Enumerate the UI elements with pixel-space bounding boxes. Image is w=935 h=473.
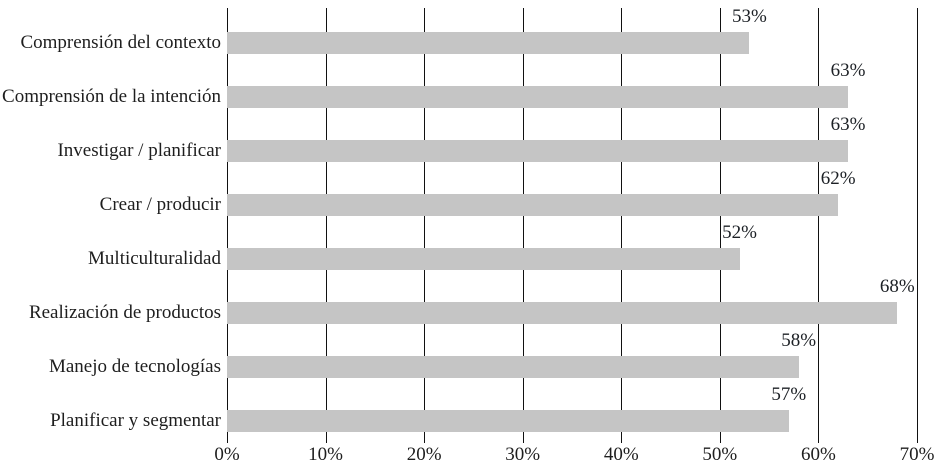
bar [227,139,848,162]
category-label: Realización de productos [28,301,221,323]
x-axis-tick-label: 10% [308,444,343,465]
x-axis-tick-mark [917,432,918,443]
x-axis-labels: 0% 10% 20% 30% 40% 50% 60% 70% [214,444,934,470]
bar-row: 53% [227,6,917,62]
x-axis-tick-label: 70% [899,444,935,465]
bar-row: 62% [227,168,917,224]
category-label: Investigar / planificar [57,139,221,161]
gridline [719,8,721,432]
value-label: 63% [830,114,866,135]
category-label: Multiculturalidad [88,247,221,269]
bar [227,301,898,324]
bar [227,85,848,108]
gridline [424,8,426,432]
bar [227,355,799,378]
category-label: Planificar y segmentar [50,409,221,431]
value-label: 68% [879,276,915,297]
x-axis-tick-label: 20% [406,444,442,465]
bar [227,31,750,54]
x-axis-tick-label: 50% [702,444,738,465]
x-axis-tick-mark [621,432,623,443]
x-axis-tick-mark [424,432,426,443]
bar-row: 68% [227,276,917,332]
x-axis-tick-label: 30% [505,444,541,465]
x-axis-tick-mark [818,432,820,443]
bar [227,247,740,270]
value-label: 63% [830,60,866,81]
category-label: Manejo de tecnologías [48,355,221,377]
bar-row: 58% [227,330,917,386]
x-axis-tick-label: 60% [801,444,836,465]
x-axis-tick-mark [522,432,524,443]
bar-row: 63% [227,60,917,116]
gridline [227,8,228,432]
value-label: 53% [732,6,767,27]
x-axis-tick-mark [325,432,327,443]
gridline [325,8,327,432]
category-label: Crear / producir [99,193,221,215]
gridline [522,8,524,432]
value-label: 52% [722,222,757,243]
value-label: 57% [771,384,807,405]
bar-row: 52% [227,222,917,278]
bar-row: 57% [227,384,917,440]
plot-area: 53% 63% 63% 62% 52% 68% 58% 57% [227,6,918,443]
gridline [621,8,623,432]
x-axis-tick-label: 40% [603,444,639,465]
value-label: 62% [820,168,856,189]
bar-row: 63% [227,114,917,170]
gridline [917,8,918,432]
bar [227,409,789,432]
bar [227,193,839,216]
category-label: Comprensión de la intención [2,85,221,107]
x-axis-tick-label: 0% [214,444,240,465]
x-axis-tick-mark [227,432,228,443]
category-label: Comprensión del contexto [20,31,221,53]
gridline [818,8,820,432]
value-label: 58% [781,330,817,351]
x-axis-tick-mark [719,432,721,443]
